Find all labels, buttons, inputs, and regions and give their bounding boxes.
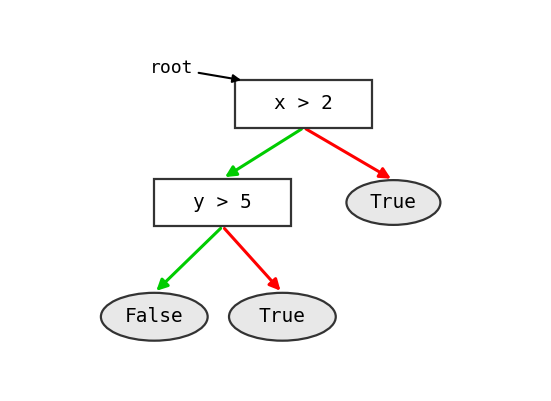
Ellipse shape <box>347 180 440 225</box>
Text: y > 5: y > 5 <box>193 193 252 212</box>
Text: root: root <box>150 59 239 82</box>
Text: True: True <box>259 307 306 326</box>
Text: True: True <box>370 193 417 212</box>
Bar <box>235 80 372 128</box>
Ellipse shape <box>101 293 208 341</box>
Bar <box>154 178 291 227</box>
Text: x > 2: x > 2 <box>274 94 333 113</box>
Ellipse shape <box>229 293 336 341</box>
Text: False: False <box>125 307 183 326</box>
